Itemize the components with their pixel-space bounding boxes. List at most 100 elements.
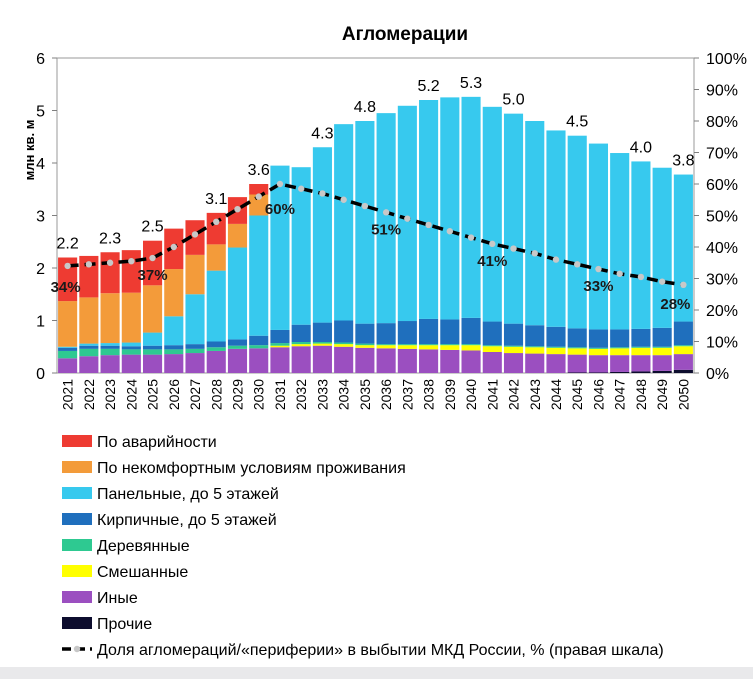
x-tick-label: 2029 (229, 379, 245, 410)
legend-swatch (62, 487, 92, 499)
bar-segment (249, 215, 269, 336)
bar-segment (164, 354, 184, 373)
line-marker (467, 234, 475, 241)
bar-segment (291, 167, 311, 325)
bar-segment (100, 252, 120, 294)
bar-segment (397, 105, 417, 322)
bar-segment (440, 345, 460, 350)
line-marker (510, 245, 517, 252)
x-tick-label: 2027 (187, 379, 203, 410)
bar-segment (546, 130, 566, 327)
bar-segment (121, 292, 141, 343)
line-marker (106, 259, 114, 266)
bar-segment (503, 345, 524, 347)
bar-segment (482, 346, 502, 352)
bar-segment (206, 350, 226, 373)
bar-segment (185, 294, 205, 345)
bar-segment (419, 344, 439, 346)
bar-segment (312, 342, 332, 344)
bar-segment (100, 293, 120, 344)
line-marker (149, 254, 156, 262)
line-label: 60% (265, 201, 295, 218)
bar-segment (631, 355, 651, 372)
x-tick-label: 2048 (633, 379, 649, 410)
bar-segment (419, 100, 439, 319)
x-tick-label: 2049 (654, 379, 670, 410)
bar-segment (79, 356, 99, 373)
legend-item: Смешанные (62, 564, 188, 581)
chart-title: Агломерации (342, 24, 468, 45)
bar-segment (249, 194, 269, 216)
total-label: 4.3 (311, 125, 333, 142)
legend-label: По аварийности (97, 434, 217, 451)
bar-segment (100, 345, 120, 349)
bar-segment (376, 348, 396, 373)
x-tick-label: 2040 (463, 379, 479, 410)
bar-segment (652, 327, 672, 347)
bar-segment (206, 244, 226, 271)
bar-segment (270, 343, 290, 346)
legend-item: По некомфортным условиям проживания (62, 460, 406, 477)
legend-item: По аварийности (62, 434, 217, 451)
bar-segment (206, 270, 226, 342)
x-tick-label: 2045 (569, 379, 585, 410)
bar-segment (58, 358, 78, 373)
y2-tick-label: 100% (706, 51, 747, 68)
x-tick-label: 2047 (612, 379, 628, 410)
y-tick-label: 6 (36, 51, 45, 68)
y2-tick-label: 30% (706, 272, 738, 289)
bar-segment (270, 165, 290, 330)
line-marker (637, 273, 645, 281)
line-marker (658, 278, 666, 285)
bar-segment (270, 347, 290, 373)
bar-segment (227, 247, 248, 340)
bar-segment (249, 348, 269, 373)
x-tick-label: 2026 (166, 379, 182, 410)
bar-segment (58, 301, 78, 347)
total-label: 4.5 (566, 114, 588, 131)
bar-segment (355, 121, 375, 324)
total-label: 5.0 (502, 92, 524, 109)
bar-segment (610, 153, 630, 330)
bar-segment (652, 167, 672, 328)
legend-swatch (62, 617, 92, 629)
line-marker (446, 228, 454, 235)
legend-item: Панельные, до 5 этажей (62, 486, 279, 503)
y2-tick-label: 70% (706, 146, 738, 163)
bar-segment (440, 349, 460, 373)
bar-segment (631, 328, 651, 347)
bar-segment (652, 370, 672, 373)
legend-item: Доля агломераций/«периферии» в выбытии М… (62, 642, 664, 659)
bar-segment (291, 324, 311, 343)
total-label: 3.1 (205, 191, 227, 208)
bar-segment (79, 255, 99, 298)
bar-segment (58, 257, 78, 302)
bar-segment (610, 355, 630, 372)
line-marker (680, 281, 687, 288)
legend-label: Доля агломераций/«периферии» в выбытии М… (97, 642, 664, 659)
bar-segment (334, 124, 354, 321)
line-marker (191, 231, 199, 238)
share-line (67, 182, 684, 287)
line-marker (64, 262, 71, 270)
y2-tick-label: 60% (706, 177, 738, 194)
line-marker (255, 193, 262, 200)
x-tick-label: 2046 (590, 379, 606, 410)
bar-segment (546, 346, 566, 348)
x-tick-label: 2030 (251, 379, 267, 410)
x-tick-label: 2037 (399, 379, 415, 410)
bar-segment (588, 355, 609, 373)
y2-tick-label: 0% (706, 366, 729, 383)
bar-segment (419, 318, 439, 345)
bar-segment (546, 354, 566, 373)
bar-segment (503, 346, 524, 354)
total-label: 2.2 (56, 236, 78, 253)
bar-segment (673, 321, 693, 346)
bar-segment (525, 346, 545, 348)
bar-segment (376, 345, 396, 349)
bar-segment (206, 347, 226, 351)
total-label: 3.6 (248, 162, 270, 179)
bar-segment (270, 329, 290, 344)
bar-segment (525, 353, 545, 373)
bar-segment (546, 326, 566, 347)
